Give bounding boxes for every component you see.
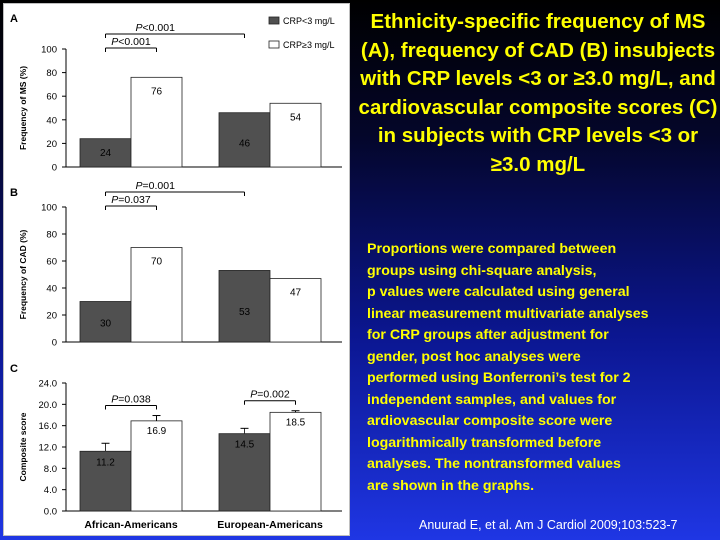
bar-crp-low-african-americans: [79, 450, 132, 512]
data-label: 24: [100, 148, 112, 159]
slide-body-text: Proportions were compared between groups…: [367, 241, 649, 494]
data-label: 54: [290, 112, 302, 123]
y-tick-label: 100: [41, 203, 57, 214]
panel-letter-C: C: [10, 363, 18, 375]
data-label: 18.5: [286, 417, 306, 428]
data-label: 11.2: [96, 457, 115, 468]
data-label: 16.9: [147, 426, 167, 437]
bar-crp-high-african-americans: [130, 420, 183, 512]
data-label: 14.5: [235, 440, 255, 451]
data-label: 30: [100, 319, 112, 330]
y-tick-label: 4.0: [44, 485, 57, 496]
slide-title: Ethnicity-specific frequency of MS (A), …: [358, 10, 718, 176]
y-tick-label: 60: [46, 92, 57, 103]
y-tick-label: 20: [46, 311, 57, 322]
slide-citation: Anuurad E, et al. Am J Cardiol 2009;103:…: [419, 518, 678, 532]
y-tick-label: 40: [46, 284, 57, 295]
y-tick-label: 0: [52, 163, 57, 174]
y-axis-label: Frequency of CAD (%): [18, 229, 28, 319]
bar-crp-low-european-americans: [218, 433, 271, 512]
legend-label-crp-high: CRP≥3 mg/L: [283, 40, 334, 50]
bar-crp-high-african-americans: [130, 76, 183, 168]
bar-crp-high-european-americans: [269, 278, 322, 343]
y-axis-label: Composite score: [18, 412, 28, 481]
data-label: 76: [151, 86, 163, 97]
bar-crp-low-european-americans: [218, 270, 271, 343]
p-value-label: P=0.037: [111, 194, 151, 206]
y-tick-label: 0.0: [44, 507, 57, 518]
p-value-label: P=0.001: [136, 180, 176, 192]
bar-crp-high-european-americans: [269, 102, 322, 168]
y-tick-label: 80: [46, 68, 57, 79]
y-axis-label: Frequency of MS (%): [18, 66, 28, 150]
y-tick-label: 0: [52, 338, 57, 349]
y-tick-label: 8.0: [44, 464, 57, 475]
legend-swatch-crp-low: [268, 16, 280, 25]
bar-crp-high-african-americans: [130, 247, 183, 343]
p-value-label: P=0.002: [250, 389, 290, 401]
data-label: 47: [290, 288, 302, 299]
p-value-label: P<0.001: [111, 36, 151, 48]
y-tick-label: 24.0: [39, 379, 58, 390]
legend-swatch-crp-high: [268, 40, 280, 49]
p-value-label: P<0.001: [136, 22, 176, 34]
y-tick-label: 20: [46, 139, 57, 150]
p-value-label: P=0.038: [111, 394, 151, 406]
y-tick-label: 80: [46, 230, 57, 241]
y-tick-label: 40: [46, 115, 57, 126]
bar-crp-low-african-americans: [79, 301, 132, 343]
y-tick-label: 16.0: [39, 421, 58, 432]
figure-chart: A Frequency of MS (%) 0 20 40 60 80 100 24 76 46 54…: [10, 13, 342, 531]
y-tick-label: 12.0: [39, 443, 58, 454]
panel-letter-A: A: [10, 13, 18, 25]
figure-panel: A Frequency of MS (%) 0 20 40 60 80 100 24 76 46 54…: [3, 3, 350, 536]
bar-crp-low-african-americans: [79, 138, 132, 168]
x-category-label: African-Americans: [84, 519, 178, 531]
panel-letter-B: B: [10, 187, 18, 199]
x-category-label: European-Americans: [217, 519, 323, 531]
y-tick-label: 60: [46, 257, 57, 268]
data-label: 70: [151, 257, 163, 268]
legend-label-crp-low: CRP<3 mg/L: [283, 16, 335, 26]
data-label: 53: [239, 307, 251, 318]
y-tick-label: 100: [41, 45, 57, 56]
bar-crp-high-european-americans: [269, 411, 322, 512]
y-tick-label: 20.0: [39, 400, 58, 411]
data-label: 46: [239, 138, 251, 149]
